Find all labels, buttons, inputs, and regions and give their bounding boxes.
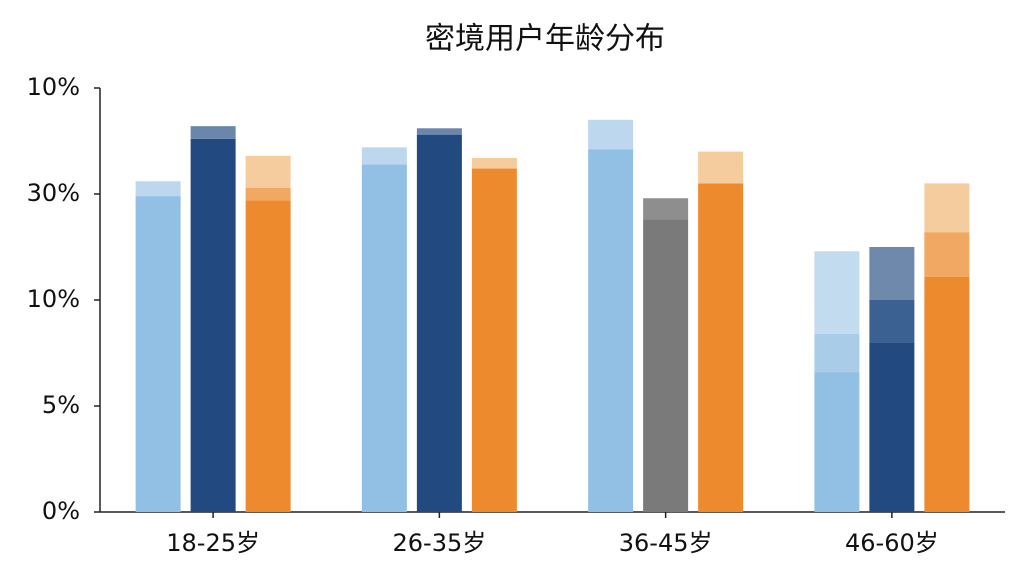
bar-segment <box>471 168 517 512</box>
bar-segment <box>814 372 860 512</box>
y-tick-label: 30% <box>27 179 80 207</box>
bar-segment <box>643 198 689 220</box>
bar-segment <box>190 126 236 139</box>
x-tick-label: 26-35岁 <box>393 529 487 557</box>
bar-segment <box>245 155 291 188</box>
x-tick-label: 18-25岁 <box>166 529 260 557</box>
bar-segment <box>245 187 291 201</box>
bar-segment <box>814 251 860 334</box>
y-tick-label: 5% <box>42 391 80 419</box>
bar-segment <box>924 183 970 233</box>
bar-segment <box>698 183 744 512</box>
bar-segment <box>643 219 689 512</box>
bar-segment <box>869 342 915 512</box>
x-tick-label: 36-45岁 <box>619 529 713 557</box>
bar-segment <box>588 149 634 513</box>
bar-segment <box>869 300 915 343</box>
chart-title: 密境用户年龄分布 <box>425 22 665 57</box>
bar-segment <box>814 333 860 373</box>
y-tick-label: 0% <box>42 497 80 525</box>
bar-segment <box>924 232 970 277</box>
y-tick-label: 10% <box>27 285 80 313</box>
bar-segment <box>361 164 407 512</box>
bar-segment <box>924 276 970 512</box>
bar-segment <box>245 200 291 513</box>
bar-segment <box>588 119 634 150</box>
bar-segment <box>135 181 181 197</box>
bar-segment <box>361 147 407 165</box>
bar-segment <box>698 151 744 184</box>
x-tick-label: 46-60岁 <box>845 529 939 557</box>
bar-segment <box>135 196 181 512</box>
bar-segment <box>471 157 517 169</box>
bar-segment <box>416 128 462 135</box>
y-tick-label: 10% <box>27 73 80 101</box>
bar-segment <box>190 138 236 512</box>
bar-segment <box>416 134 462 512</box>
bar-segment <box>869 247 915 300</box>
